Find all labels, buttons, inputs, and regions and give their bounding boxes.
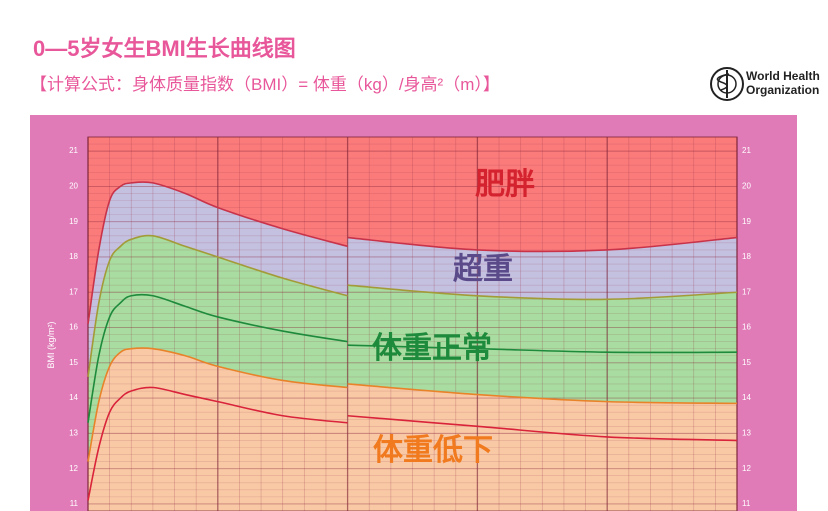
y-tick-label-right: 13 — [742, 428, 751, 437]
y-tick-label-right: 18 — [742, 252, 751, 261]
y-tick-label: 17 — [69, 287, 78, 296]
subtitle: 【计算公式：身体质量指数（BMI）= 体重（kg）/身高²（m）】 — [30, 75, 500, 94]
title: 0—5岁女生BMI生长曲线图 — [33, 36, 296, 61]
y-tick-label: 21 — [69, 146, 78, 155]
y-tick-label: 15 — [69, 358, 78, 367]
percentile-curve — [87, 386, 738, 501]
y-axis-label: BMI (kg/m²) — [46, 322, 56, 369]
y-tick-label-right: 11 — [742, 499, 751, 508]
y-tick-label-right: 15 — [742, 358, 751, 367]
logo-text: Organization — [746, 83, 819, 97]
percentile-curve — [87, 293, 738, 423]
y-tick-label: 18 — [69, 252, 78, 261]
band-fill — [88, 181, 348, 377]
logo-text: World Health — [746, 69, 820, 83]
plot-area — [87, 136, 738, 511]
y-tick-label: 12 — [69, 464, 78, 473]
y-tick-label-right: 20 — [742, 182, 751, 191]
percentile-curve — [87, 347, 738, 462]
percentile-curve — [87, 181, 738, 325]
y-tick-label: 20 — [69, 182, 78, 191]
percentile-curve — [87, 234, 738, 378]
y-tick-label: 16 — [69, 323, 78, 332]
band-fill — [347, 383, 737, 441]
y-tick-label: 19 — [69, 217, 78, 226]
band-label: 体重正常 — [372, 332, 492, 365]
band-fill — [88, 294, 348, 462]
band-fill — [347, 415, 737, 511]
band-fill — [347, 285, 737, 353]
y-tick-label-right: 12 — [742, 464, 751, 473]
y-tick-label-right: 19 — [742, 217, 751, 226]
y-tick-label: 14 — [69, 393, 78, 402]
band-fill — [347, 345, 737, 404]
band-label: 肥胖 — [475, 168, 535, 201]
band-label: 超重 — [453, 253, 513, 286]
y-tick-label: 11 — [70, 499, 79, 508]
band-label: 体重低下 — [373, 434, 493, 467]
y-tick-label-right: 14 — [742, 393, 751, 402]
y-tick-label-right: 21 — [742, 146, 751, 155]
y-tick-label-right: 17 — [742, 287, 751, 296]
y-tick-label-right: 16 — [742, 323, 751, 332]
who-emblem — [710, 67, 744, 101]
band-fill — [88, 235, 348, 423]
band-fill — [347, 237, 737, 300]
band-fill — [88, 348, 348, 501]
y-tick-label: 13 — [69, 428, 78, 437]
